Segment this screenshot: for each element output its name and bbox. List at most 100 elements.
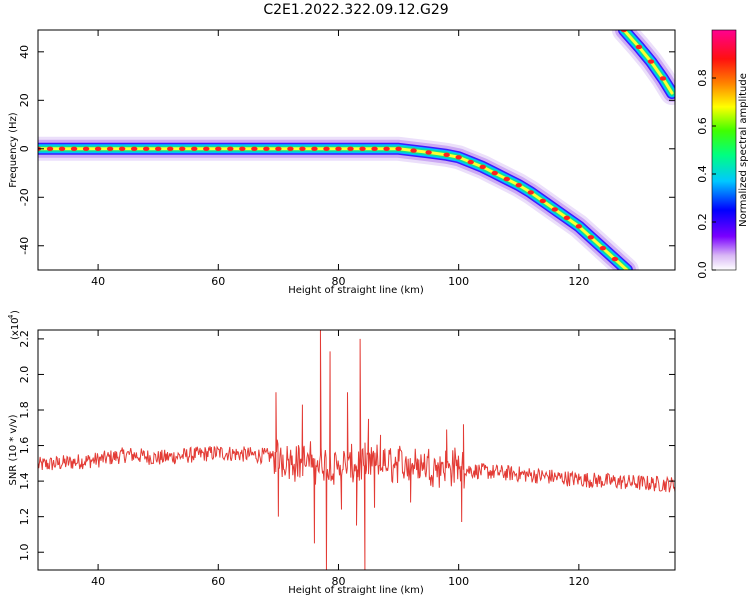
- ridge-hotspot: [263, 146, 270, 151]
- ridge-hotspot: [503, 176, 510, 182]
- ridge-hotspot: [179, 146, 186, 151]
- ridge-hotspot: [58, 146, 66, 151]
- colorbar-tick-label: 0.0: [696, 261, 709, 279]
- y-tick-label: 40: [18, 45, 31, 59]
- ridge-hotspot: [479, 164, 486, 170]
- spectrogram-x-axis-label: Height of straight line (km): [288, 285, 424, 296]
- ridge-hotspot: [620, 30, 628, 33]
- ridge-hotspot: [575, 224, 583, 229]
- ridge-hotspot: [527, 190, 534, 195]
- y-tick-label: -20: [18, 188, 31, 206]
- ridge-hotspot: [515, 182, 522, 188]
- colorbar-tick-label: 0.6: [696, 117, 709, 135]
- spectrogram-x-ticks: 40 60 80 100 120: [91, 30, 589, 288]
- ridge-hotspot: [130, 146, 138, 151]
- spectrogram-panel: 40 60 80 100 120 40 20 0 -20 -40 Height of strai…: [8, 29, 676, 296]
- colorbar-tick-label: 0.4: [696, 165, 709, 183]
- y-tick-label: 2.0: [18, 366, 31, 384]
- spectrogram-y-ticks: 40 20 0 -20 -40: [18, 45, 675, 255]
- x-tick-label: 120: [568, 275, 589, 288]
- ridge-hotspot: [371, 146, 378, 151]
- snr-y-ticks: 1.0 1.2 1.4 1.6 1.8 2.0 2.2: [18, 330, 675, 561]
- ridge-hotspot: [191, 146, 198, 151]
- ridge-hotspot: [563, 215, 571, 221]
- ridge-hotspot: [599, 245, 607, 251]
- snr-x-ticks: 40 60 80 100 120: [91, 330, 589, 588]
- ridge-hotspot: [215, 146, 222, 151]
- ridge-hotspot: [467, 159, 474, 165]
- ridge-hotspot: [82, 146, 90, 151]
- ridge-hotspot: [299, 146, 306, 151]
- ridge-hotspot: [587, 235, 595, 240]
- y-tick-label: 2.2: [18, 330, 31, 348]
- ridge-hotspot: [311, 146, 318, 151]
- ridge-hotspot: [335, 146, 342, 151]
- ridge-hotspot: [118, 146, 126, 151]
- colorbar-ticks: 0.0 0.2 0.4 0.6 0.8: [696, 69, 716, 279]
- ridge-hotspot: [154, 146, 162, 151]
- spectrogram-frame: [37, 29, 676, 271]
- ridge-hotspot: [275, 146, 282, 151]
- chart-title: C2E1.2022.322.09.12.G29: [263, 2, 448, 18]
- ridge-band-main: [38, 136, 639, 270]
- y-tick-label: 1.2: [18, 508, 31, 526]
- ridge-hotspot: [203, 146, 210, 151]
- y-tick-label: 1.8: [18, 401, 31, 419]
- x-tick-label: 40: [91, 275, 105, 288]
- ridge-hotspot: [551, 207, 559, 212]
- ridge-hotspot: [647, 59, 655, 64]
- ridge-hotspot: [287, 146, 294, 151]
- x-tick-label: 100: [448, 275, 469, 288]
- ridge-hotspot: [611, 256, 619, 262]
- y-tick-label: 1.0: [18, 543, 31, 561]
- ridge-hotspot: [227, 146, 234, 151]
- snr-x-axis-label: Height of straight line (km): [288, 585, 424, 596]
- colorbar-tick-label: 0.8: [696, 69, 709, 87]
- colorbar-label: Normalized spectral amplitude: [738, 73, 749, 227]
- ridge-hotspot: [491, 170, 498, 176]
- ridge-hotspot: [425, 150, 432, 155]
- snr-exponent-power: 4: [7, 314, 15, 319]
- ridge-hotspot: [239, 146, 246, 151]
- ridge-hotspot: [167, 146, 174, 151]
- y-tick-label: 20: [18, 93, 31, 107]
- y-tick-label: 1.6: [18, 437, 31, 455]
- y-tick-label: 0: [18, 145, 31, 152]
- x-tick-label: 120: [568, 575, 589, 588]
- ridge-hotspot: [443, 152, 450, 158]
- snr-series-line: [38, 330, 675, 570]
- ridge-hotspot: [251, 146, 258, 151]
- colorbar-gradient: [711, 29, 737, 271]
- ridge-hotspot: [410, 148, 417, 153]
- y-tick-label: -40: [18, 237, 31, 255]
- snr-exponent-base: (x10: [10, 317, 21, 340]
- ridge-hotspot: [46, 146, 54, 151]
- colorbar: 0.0 0.2 0.4 0.6 0.8 Normalized spectral ampl…: [696, 29, 749, 279]
- x-tick-label: 100: [448, 575, 469, 588]
- snr-y-exponent: (x10 4 ): [7, 310, 21, 340]
- x-tick-label: 60: [211, 275, 225, 288]
- ridge-hotspot: [539, 198, 546, 204]
- ridge-hotspot: [383, 146, 390, 151]
- snr-y-axis-label: SNR (10 * v/v): [8, 414, 19, 485]
- ridge-hotspot: [635, 44, 643, 50]
- ridge-hotspot: [347, 146, 354, 151]
- ridge-hotspot: [659, 76, 667, 81]
- x-tick-label: 80: [331, 575, 345, 588]
- ridge-hotspot: [323, 146, 330, 151]
- y-tick-label: 1.4: [18, 472, 31, 490]
- snr-exponent-close: ): [10, 310, 21, 314]
- x-tick-label: 80: [331, 275, 345, 288]
- ridge-hotspot: [455, 155, 462, 160]
- colorbar-tick-label: 0.2: [696, 213, 709, 231]
- ridge-hotspot: [395, 146, 402, 151]
- x-tick-label: 60: [211, 575, 225, 588]
- ridge-hotspot: [94, 146, 102, 151]
- ridge-hotspot: [142, 146, 150, 151]
- spectrogram-ridges: [38, 30, 675, 270]
- x-tick-label: 40: [91, 575, 105, 588]
- snr-frame: [37, 329, 676, 571]
- spectrogram-y-axis-label: Frequency (Hz): [8, 112, 19, 188]
- snr-panel: 40 60 80 100 120 1.0 1.2 1.4 1.6 1.8 2.0 2.2 Heigh…: [7, 310, 676, 596]
- ridge-hotspot: [359, 146, 366, 151]
